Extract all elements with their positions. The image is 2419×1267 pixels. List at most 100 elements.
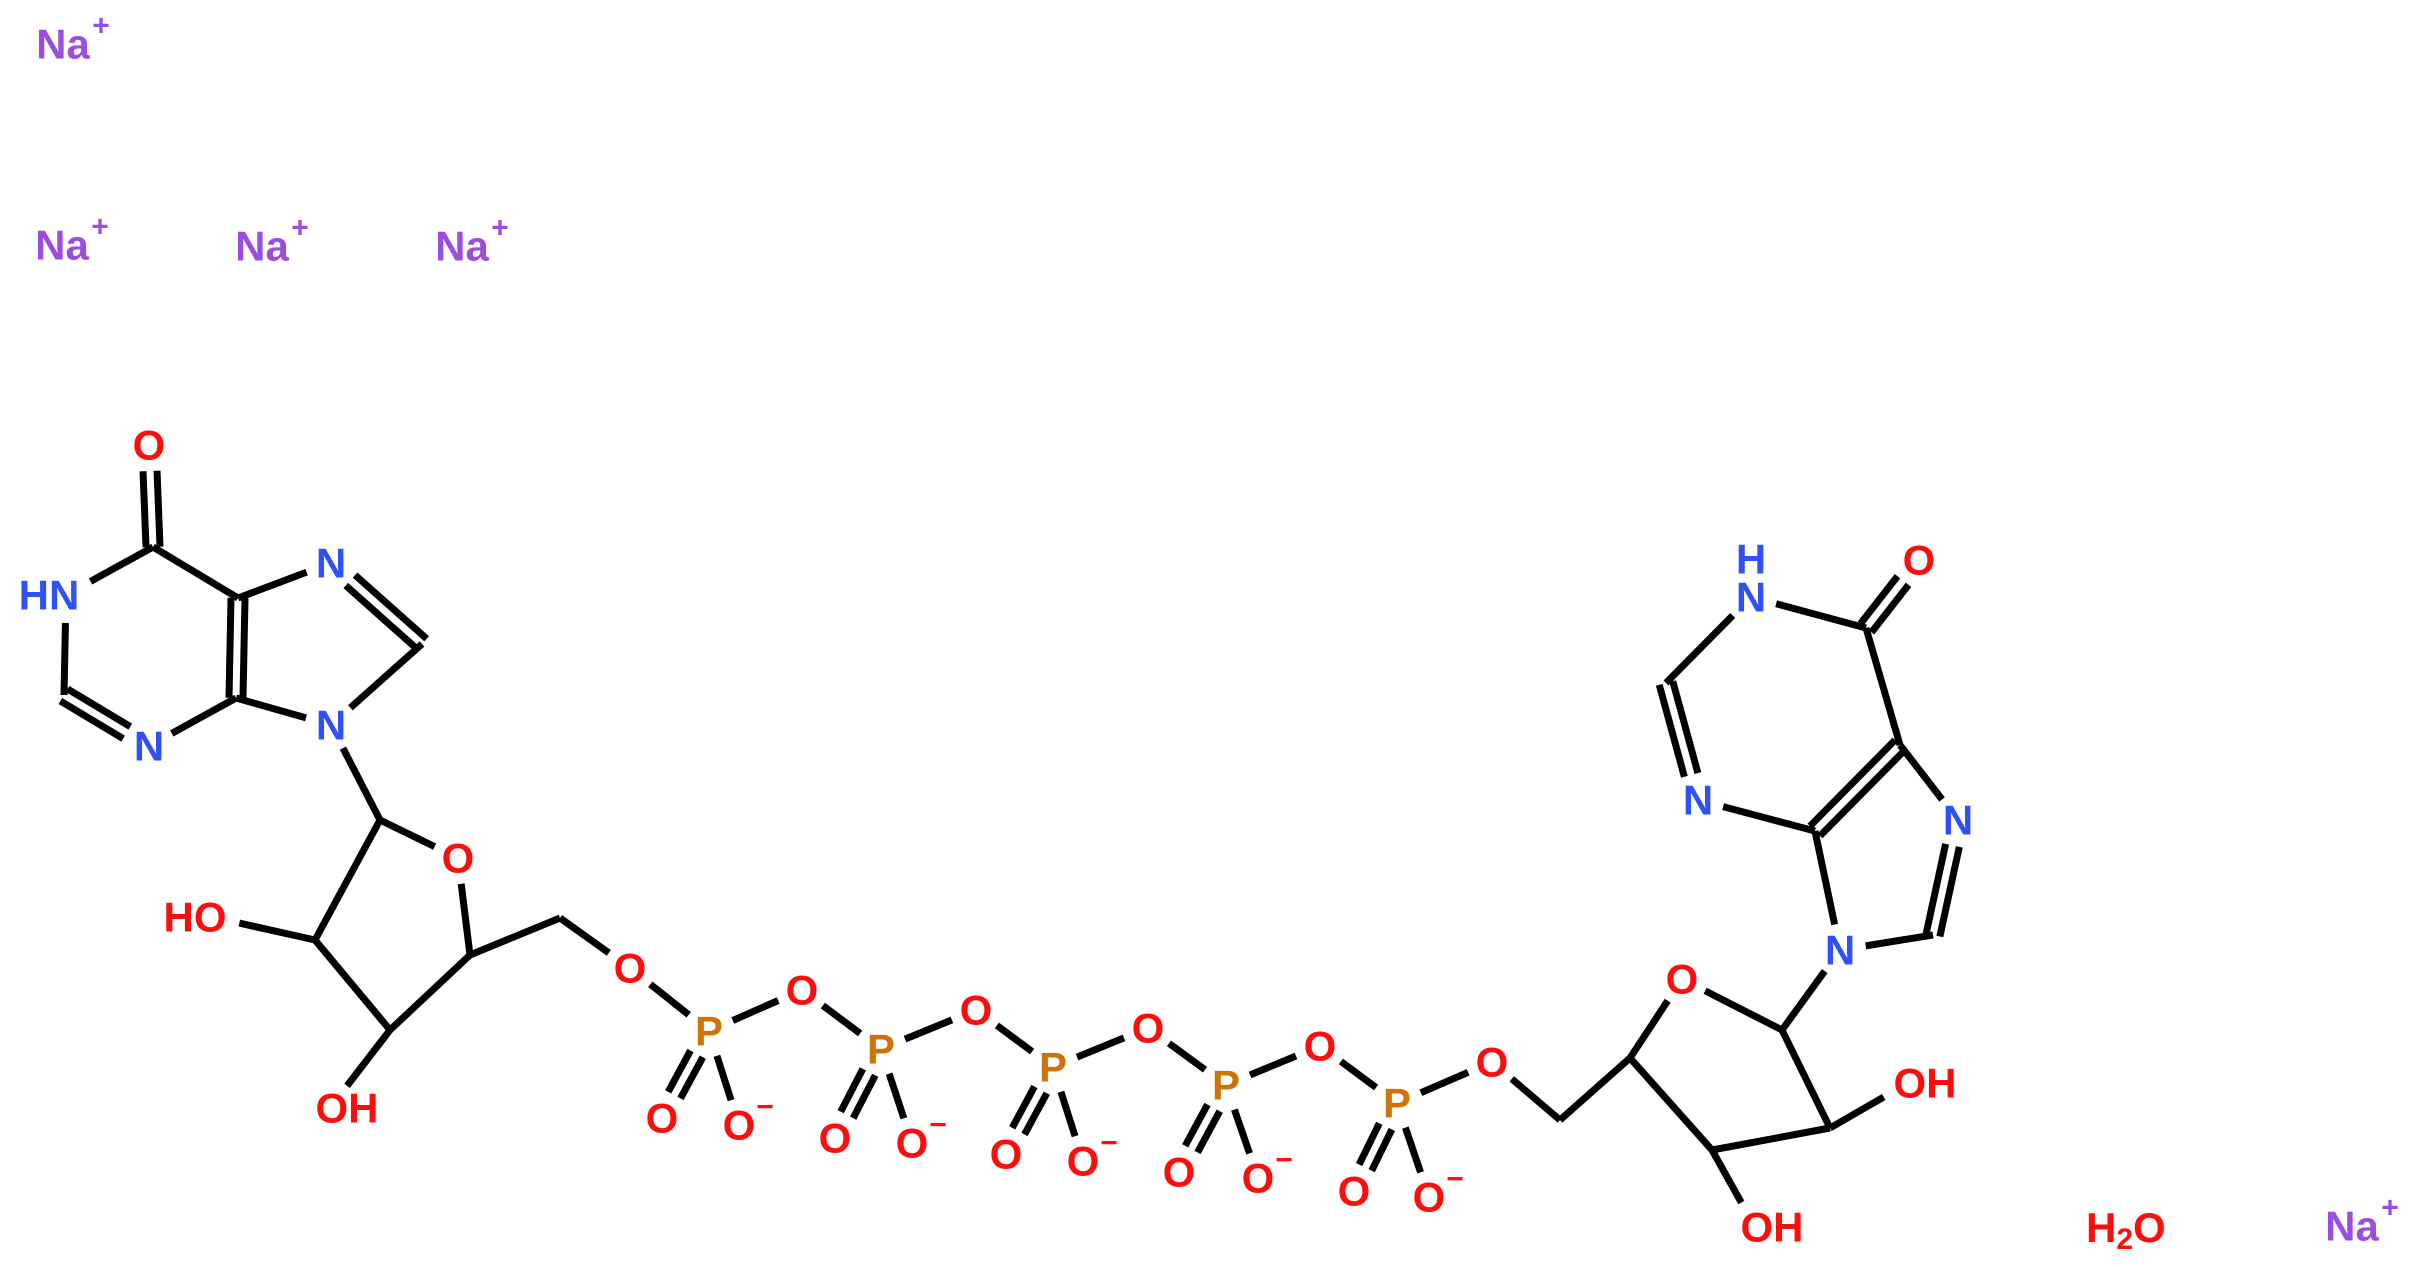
charge-label-Om3: − <box>1100 1127 1118 1160</box>
atom-label-Od4: O <box>1163 1149 1196 1196</box>
bond <box>457 883 474 956</box>
sodium-ion: Na <box>36 21 90 68</box>
atom-label-Od3: O <box>990 1131 1023 1178</box>
bond <box>151 543 240 602</box>
bond <box>1338 1058 1379 1091</box>
bond <box>1663 613 1736 686</box>
bond <box>378 816 437 850</box>
bonds-group <box>58 470 1963 1205</box>
bond <box>352 572 429 642</box>
atom-label-Oe2: O <box>1476 1039 1509 1086</box>
bond <box>994 1022 1035 1055</box>
charge-label-Om5: − <box>1446 1163 1464 1196</box>
bond <box>1627 1055 1715 1153</box>
bond <box>65 685 133 730</box>
bond <box>713 1054 735 1102</box>
bond <box>60 622 69 696</box>
bond <box>387 952 473 1033</box>
bond <box>1897 742 1945 802</box>
atom-label-Ob3: O <box>1132 1005 1165 1052</box>
bond <box>1703 987 1784 1034</box>
bond <box>468 914 562 959</box>
bond <box>557 915 611 956</box>
bond <box>88 543 155 585</box>
bond <box>311 818 384 942</box>
sodium-charge: + <box>92 10 110 43</box>
bond <box>1355 1121 1383 1167</box>
atom-label-N7b: N <box>1943 797 1973 844</box>
bond <box>1669 680 1702 774</box>
bond <box>1402 1126 1424 1174</box>
atom-label-Om1: O <box>723 1102 756 1149</box>
atom-label-O4b: O <box>1666 956 1699 1003</box>
bond <box>236 568 308 602</box>
bond <box>339 746 384 822</box>
bond <box>1194 1109 1223 1155</box>
sodium-ion: Na <box>435 223 489 270</box>
atom-label-O6a: O <box>133 422 166 469</box>
bond <box>348 641 425 711</box>
bond <box>312 937 393 1033</box>
bond <box>677 1055 706 1101</box>
atom-label-P4: P <box>1212 1062 1240 1109</box>
atom-label-N1b-H: H <box>1736 536 1766 583</box>
atom-label-Ob2: O <box>960 987 993 1034</box>
atom-label-Od2: O <box>819 1115 852 1162</box>
bond <box>648 981 691 1018</box>
atom-label-P2: P <box>867 1026 895 1073</box>
charge-label-Om4: − <box>1275 1144 1293 1177</box>
charge-label-Om1: − <box>756 1091 774 1124</box>
bond <box>837 1067 866 1114</box>
bond <box>1708 1148 1745 1205</box>
sodium-charge: + <box>2381 1192 2399 1225</box>
bond <box>885 1072 908 1120</box>
atom-label-N9a: N <box>316 702 346 749</box>
bond <box>1862 627 1904 746</box>
bond <box>1248 1052 1298 1079</box>
water-molecule: H2O <box>2086 1204 2166 1256</box>
bond <box>1419 1069 1470 1096</box>
bond <box>1009 1084 1038 1130</box>
bond <box>344 1027 393 1088</box>
sodium-ion: Na <box>2325 1203 2379 1250</box>
bond <box>1778 1028 1834 1130</box>
atom-label-Om4: O <box>1242 1155 1275 1202</box>
atom-label-Oe1: O <box>614 945 647 992</box>
bond <box>1627 998 1671 1060</box>
bond <box>1807 737 1898 829</box>
bond <box>1868 582 1912 635</box>
atom-label-P5: P <box>1383 1080 1411 1127</box>
atom-label-Ob1: O <box>786 967 819 1014</box>
bond <box>1557 1055 1633 1123</box>
bond <box>238 919 316 944</box>
bond <box>820 1002 863 1037</box>
bond <box>1722 803 1816 835</box>
atom-label-OH3a: OH <box>316 1085 379 1132</box>
bond <box>1857 574 1901 626</box>
bond <box>139 471 150 548</box>
atom-label-N1b: N <box>1736 574 1766 621</box>
atom-label-HO2a: HO <box>164 894 227 941</box>
bond <box>1922 843 1950 935</box>
sodium-ion: Na <box>235 223 289 270</box>
atom-label-N9b: N <box>1825 927 1855 974</box>
bond <box>1779 968 1828 1033</box>
atom-label-N3b: N <box>1683 777 1713 824</box>
bond <box>903 1016 954 1043</box>
atom-label-Ob4: O <box>1304 1023 1337 1070</box>
atom-label-Om2: O <box>896 1120 929 1167</box>
atom-label-Od5: O <box>1338 1168 1371 1215</box>
bond <box>153 470 164 547</box>
bond <box>1368 1127 1396 1173</box>
atom-label-OH3b: OH <box>1741 1204 1804 1251</box>
atom-label-O4a: O <box>442 835 475 882</box>
bond <box>1509 1076 1563 1123</box>
bond <box>225 597 235 698</box>
bond <box>850 1073 879 1120</box>
atom-label-P1: P <box>695 1008 723 1055</box>
bond <box>1936 846 1963 938</box>
sodium-ion: Na <box>35 222 89 269</box>
